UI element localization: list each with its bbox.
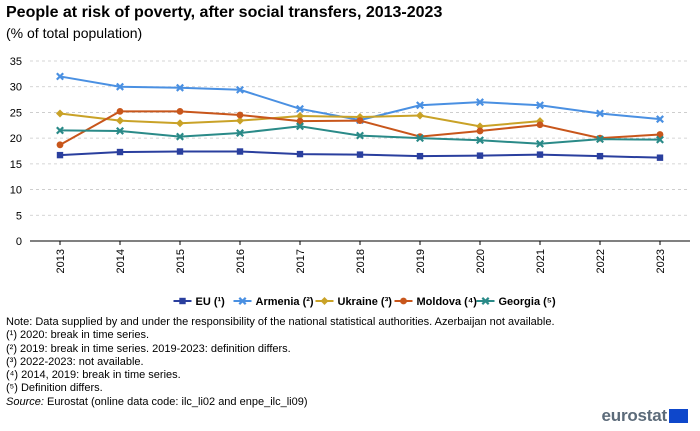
- data-point: [56, 141, 64, 149]
- data-point: [536, 151, 544, 158]
- x-tick-label: 2016: [235, 249, 247, 273]
- data-point: [176, 108, 184, 115]
- x-tick-label: 2017: [295, 249, 307, 273]
- data-point: [116, 126, 124, 135]
- note-line: (³) 2022-2023: not available.: [6, 355, 144, 368]
- y-tick-label: 15: [10, 159, 22, 171]
- legend-label: Armenia (²): [256, 296, 314, 308]
- legend-label: Georgia (⁵): [499, 296, 556, 308]
- logo-text: eurostat: [601, 406, 668, 425]
- data-point: [176, 148, 184, 155]
- data-point: [116, 82, 124, 91]
- x-tick-label: 2015: [175, 249, 187, 273]
- data-point: [476, 98, 484, 107]
- data-point: [476, 136, 484, 145]
- data-point: [416, 101, 424, 110]
- legend-label: EU (¹): [196, 296, 226, 308]
- note-line: (²) 2019: break in time series. 2019-202…: [6, 342, 291, 355]
- data-point: [536, 139, 544, 148]
- data-point: [356, 117, 364, 125]
- legend-label: Moldova (⁴): [417, 296, 478, 308]
- source-line: Source: Eurostat (online data code: ilc_…: [6, 396, 555, 409]
- data-point: [476, 127, 484, 135]
- line-chart: 0 5 10 15 20 25 30 35 2013 2014 2015 2016 2017 2018 20…: [10, 56, 690, 308]
- legend-marker: [481, 297, 490, 305]
- data-point: [236, 111, 244, 119]
- footnotes: Note: Data supplied by and under the res…: [6, 316, 555, 409]
- eurostat-logo: eurostat: [602, 406, 688, 426]
- data-point: [296, 104, 304, 113]
- data-point: [416, 152, 424, 160]
- data-point: [56, 151, 64, 159]
- x-tick-label: 2013: [55, 249, 67, 273]
- data-point: [356, 151, 364, 158]
- data-point: [656, 131, 664, 138]
- data-point: [236, 148, 244, 155]
- data-point: [176, 132, 184, 141]
- x-tick-label: 2021: [535, 249, 547, 273]
- data-point: [596, 109, 604, 118]
- source-label: Source:: [6, 395, 44, 408]
- data-point: [236, 85, 244, 94]
- data-point: [296, 150, 304, 158]
- data-point: [56, 109, 64, 118]
- x-tick-label: 2020: [475, 249, 487, 273]
- note-line: (¹) 2020: break in time series.: [6, 329, 150, 342]
- legend-marker: [400, 297, 407, 305]
- data-point: [296, 122, 304, 131]
- data-point: [416, 134, 424, 143]
- data-point: [116, 116, 124, 125]
- legend-marker: [179, 297, 186, 305]
- y-tick-label: 35: [10, 56, 22, 68]
- y-tick-label: 10: [10, 185, 22, 197]
- data-point: [236, 129, 244, 137]
- data-point: [536, 121, 544, 129]
- data-point: [56, 72, 64, 81]
- data-point: [656, 115, 664, 124]
- chart-title: People at risk of poverty, after social …: [6, 4, 443, 21]
- x-tick-label: 2019: [415, 249, 427, 273]
- note-line: (⁵) Definition differs.: [6, 382, 103, 395]
- y-tick-label: 5: [16, 210, 22, 222]
- y-tick-label: 25: [10, 107, 22, 119]
- data-point: [356, 131, 364, 140]
- legend-marker: [320, 297, 329, 305]
- data-point: [536, 101, 544, 110]
- data-point: [116, 108, 124, 115]
- data-point: [596, 152, 604, 160]
- eu-flag-icon: [669, 409, 688, 423]
- data-point: [656, 135, 664, 144]
- y-tick-label: 20: [10, 133, 22, 145]
- data-point: [656, 154, 664, 161]
- x-tick-label: 2023: [655, 249, 667, 273]
- data-point: [416, 111, 424, 120]
- data-point: [296, 112, 304, 121]
- data-point: [296, 117, 304, 125]
- legend-marker: [238, 297, 247, 305]
- data-point: [176, 83, 184, 92]
- y-tick-label: 0: [16, 236, 22, 248]
- x-tick-label: 2014: [115, 249, 127, 273]
- source-text: Eurostat (online data code: ilc_li02 and…: [43, 395, 308, 408]
- data-point: [596, 135, 604, 144]
- x-tick-label: 2022: [595, 249, 607, 273]
- data-point: [476, 152, 484, 159]
- y-tick-label: 30: [10, 82, 22, 94]
- note-line: (⁴) 2014, 2019: break in time series.: [6, 369, 181, 382]
- data-point: [56, 126, 64, 135]
- x-tick-label: 2018: [355, 249, 367, 273]
- data-point: [176, 119, 184, 128]
- note-line: Note: Data supplied by and under the res…: [6, 316, 555, 328]
- data-point: [236, 116, 244, 125]
- legend-label: Ukraine (³): [338, 296, 393, 308]
- data-point: [116, 148, 124, 156]
- chart-subtitle: (% of total population): [6, 25, 143, 41]
